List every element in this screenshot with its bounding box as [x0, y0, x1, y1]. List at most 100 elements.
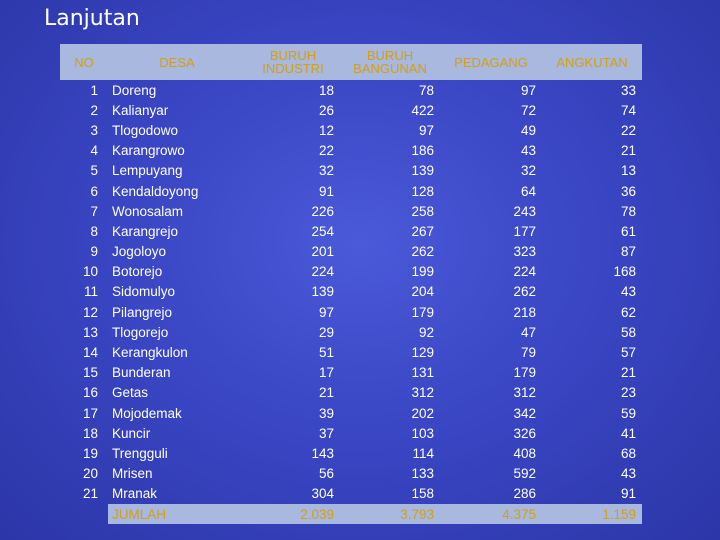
cell-buruh-industri: 97 — [318, 304, 334, 320]
cell-pedagang: 43 — [520, 143, 536, 159]
cell-angkutan: 87 — [620, 244, 636, 260]
cell-desa: Wonosalam — [112, 203, 184, 219]
header-buruh-industri-line1: BURUH — [269, 48, 317, 63]
cell-pedagang: 64 — [520, 183, 536, 199]
cell-buruh-bangunan: 78 — [418, 82, 434, 98]
cell-buruh-industri: 143 — [311, 445, 334, 461]
table-row: 4 Karangrowo 22 186 43 21 — [60, 141, 642, 161]
cell-buruh-bangunan: 186 — [411, 143, 434, 159]
cell-no: 3 — [90, 122, 98, 138]
cell-desa: Bunderan — [112, 365, 171, 381]
cell-pedagang: 179 — [513, 365, 536, 381]
table-row: 13 Tlogorejo 29 92 47 58 — [60, 322, 642, 342]
cell-desa: Kerangkulon — [112, 345, 188, 361]
cell-buruh-industri: 12 — [318, 122, 334, 138]
cell-buruh-industri: 26 — [318, 102, 334, 118]
table-row: 18 Kuncir 37 103 326 41 — [60, 423, 642, 443]
cell-buruh-bangunan: 103 — [411, 425, 434, 441]
cell-angkutan: 61 — [620, 223, 636, 239]
cell-buruh-industri: 39 — [318, 405, 334, 421]
cell-no: 10 — [82, 264, 98, 280]
table-row: 1 Doreng 18 78 97 33 — [60, 80, 642, 100]
table-row: 20 Mrisen 56 133 592 43 — [60, 464, 642, 484]
cell-desa: Karangrejo — [112, 223, 179, 239]
cell-no: 16 — [82, 385, 98, 401]
cell-desa: Mranak — [112, 486, 158, 502]
cell-angkutan: 23 — [620, 385, 636, 401]
cell-pedagang: 592 — [513, 466, 536, 482]
cell-no: 12 — [82, 304, 98, 320]
cell-buruh-bangunan: 128 — [411, 183, 434, 199]
cell-desa: Pilangrejo — [112, 304, 173, 320]
cell-angkutan: 21 — [620, 143, 636, 159]
cell-no: 6 — [90, 183, 98, 199]
cell-buruh-bangunan: 158 — [411, 486, 434, 502]
cell-buruh-bangunan: 92 — [418, 324, 434, 340]
cell-desa: Doreng — [112, 82, 157, 98]
cell-angkutan: 21 — [620, 365, 636, 381]
cell-angkutan: 36 — [620, 183, 636, 199]
header-row: NO DESA BURUH INDUSTRI BURUH BANGUNAN PE… — [60, 44, 642, 80]
table-row: 10 Botorejo 224 199 224 168 — [60, 262, 642, 282]
cell-buruh-industri: 21 — [318, 385, 334, 401]
cell-buruh-bangunan: 312 — [411, 385, 434, 401]
cell-pedagang: 262 — [513, 284, 536, 300]
cell-buruh-industri: 51 — [318, 345, 334, 361]
table-row: 2 Kalianyar 26 422 72 74 — [60, 100, 642, 120]
cell-pedagang: 342 — [513, 405, 536, 421]
cell-buruh-industri: 22 — [318, 143, 334, 159]
cell-angkutan: 168 — [613, 264, 636, 280]
cell-no: 5 — [90, 163, 98, 179]
cell-pedagang: 49 — [520, 122, 536, 138]
table-row: 3 Tlogodowo 12 97 49 22 — [60, 120, 642, 140]
table-row: 21 Mranak 304 158 286 91 — [60, 484, 642, 504]
total-empty-cell — [60, 504, 108, 524]
cell-desa: Kuncir — [112, 425, 151, 441]
cell-buruh-bangunan: 114 — [412, 445, 434, 461]
cell-buruh-industri: 201 — [311, 244, 334, 260]
cell-pedagang: 79 — [520, 345, 536, 361]
cell-buruh-bangunan: 258 — [411, 203, 434, 219]
cell-angkutan: 41 — [620, 425, 636, 441]
cell-no: 8 — [90, 223, 98, 239]
header-angkutan: ANGKUTAN — [542, 44, 642, 80]
cell-desa: Sidomulyo — [112, 284, 176, 300]
cell-buruh-industri: 18 — [318, 82, 334, 98]
cell-desa: Lempuyang — [112, 163, 183, 179]
cell-pedagang: 323 — [513, 244, 536, 260]
header-no: NO — [60, 44, 108, 80]
cell-no: 7 — [90, 203, 98, 219]
cell-buruh-bangunan: 204 — [411, 284, 434, 300]
cell-angkutan: 13 — [620, 163, 636, 179]
cell-desa: Tlogorejo — [112, 324, 169, 340]
cell-buruh-bangunan: 129 — [411, 345, 434, 361]
cell-buruh-industri: 224 — [311, 264, 334, 280]
table-row: 15 Bunderan 17 131 179 21 — [60, 363, 642, 383]
cell-pedagang: 177 — [513, 223, 536, 239]
cell-angkutan: 91 — [620, 486, 636, 502]
slide-title: Lanjutan — [44, 6, 140, 31]
cell-buruh-industri: 17 — [318, 365, 334, 381]
cell-no: 1 — [90, 82, 98, 98]
cell-desa: Kalianyar — [112, 102, 169, 118]
cell-buruh-industri: 254 — [311, 223, 334, 239]
cell-buruh-industri: 32 — [318, 163, 334, 179]
cell-angkutan: 78 — [620, 203, 636, 219]
cell-desa: Mojodemak — [112, 405, 182, 421]
cell-angkutan: 68 — [620, 445, 636, 461]
header-buruh-bangunan: BURUH BANGUNAN — [340, 44, 440, 80]
cell-buruh-industri: 226 — [311, 203, 334, 219]
total-buruh-industri: 2.039 — [246, 503, 340, 525]
cell-buruh-industri: 29 — [318, 324, 334, 340]
cell-pedagang: 218 — [513, 304, 536, 320]
cell-buruh-bangunan: 199 — [411, 264, 434, 280]
cell-buruh-bangunan: 202 — [411, 405, 434, 421]
occupation-table: NO DESA BURUH INDUSTRI BURUH BANGUNAN PE… — [60, 44, 642, 525]
cell-no: 13 — [82, 324, 98, 340]
header-buruh-bangunan-line2: BANGUNAN — [353, 61, 427, 76]
cell-angkutan: 43 — [620, 466, 636, 482]
header-buruh-bangunan-line1: BURUH — [366, 48, 414, 63]
cell-no: 17 — [82, 405, 98, 421]
cell-buruh-bangunan: 133 — [411, 466, 434, 482]
cell-no: 18 — [82, 425, 98, 441]
